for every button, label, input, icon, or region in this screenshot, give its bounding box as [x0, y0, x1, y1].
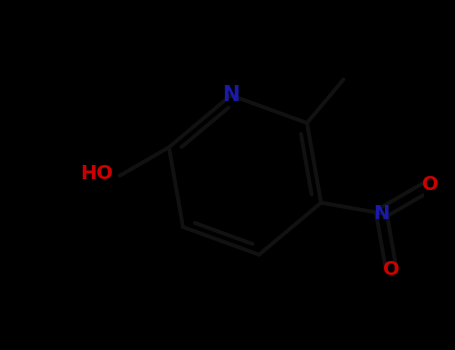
Text: O: O [383, 260, 399, 279]
Text: HO: HO [80, 164, 113, 183]
Text: O: O [422, 175, 439, 194]
Text: N: N [373, 204, 389, 223]
Text: N: N [222, 85, 240, 105]
